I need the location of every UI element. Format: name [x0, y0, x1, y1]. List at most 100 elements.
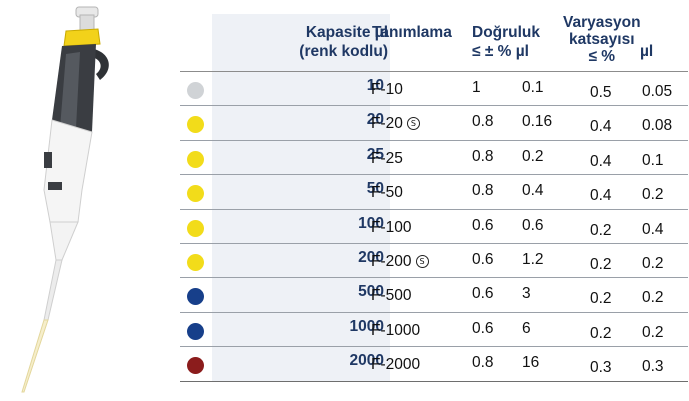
cv-ul-cell: 0.2 — [642, 323, 664, 341]
cv-percent-cell: 0.2 — [590, 290, 612, 308]
cv-ul-cell: 0.08 — [642, 117, 673, 135]
color-code-dot — [187, 82, 204, 99]
table-row: 1000 F-1000 0.6 6 0.2 0.2 — [180, 312, 688, 348]
cv-ul-cell: 0.4 — [642, 220, 664, 238]
header-capacity-line2: (renk kodlu) — [299, 43, 388, 60]
table-row: 50 F-50 0.8 0.4 0.4 0.2 — [180, 175, 688, 210]
accuracy-ul-cell: 0.4 — [522, 182, 544, 200]
cv-ul-cell: 0.3 — [642, 358, 664, 376]
cv-ul-cell: 0.1 — [642, 151, 664, 169]
accuracy-percent-cell: 0.8 — [472, 182, 494, 200]
designation-text: F-10 — [371, 81, 403, 98]
capacity-cell: 25 — [212, 140, 390, 175]
color-code-dot — [187, 322, 204, 340]
table-header: Kapasite µl (renk kodlu) Tanımlama Doğru… — [180, 14, 688, 72]
designation-text: F-20 — [371, 115, 403, 133]
capacity-cell: 2000 — [212, 347, 390, 381]
designation-text: F-50 — [371, 184, 403, 202]
accuracy-percent-cell: 0.6 — [472, 319, 494, 337]
designation-text: F-500 — [371, 287, 412, 305]
header-cv-line1: Varyasyon — [563, 14, 641, 31]
accuracy-percent-cell: 0.8 — [472, 147, 494, 165]
pipette-icon — [21, 6, 109, 393]
header-cv-line2: katsayısı — [569, 31, 635, 48]
table-row: 200 F-200 S 0.6 1.2 0.2 0.2 — [180, 243, 688, 279]
cv-percent-cell: 0.4 — [590, 152, 612, 170]
table-body: 10 F-10 1 0.1 0.5 0.05 20 F-20 S 0.8 0.16 0.4 0.08 25… — [180, 72, 688, 382]
color-code-dot — [187, 219, 204, 237]
accuracy-ul-cell: 6 — [522, 319, 531, 337]
capacity-cell: 500 — [212, 278, 390, 312]
designation-cell: F-25 — [371, 149, 403, 169]
table-row: 100 F-100 0.6 0.6 0.2 0.4 — [180, 209, 688, 244]
accuracy-ul-cell: 16 — [522, 354, 540, 372]
header-accuracy-line2: ≤ ± % µl — [472, 43, 529, 60]
designation-cell: F-200 S — [371, 252, 429, 272]
header-capacity: Kapasite µl (renk kodlu) — [212, 23, 388, 61]
cv-percent-cell: 0.2 — [590, 324, 612, 342]
designation-text: F-200 — [371, 252, 412, 270]
accuracy-ul-cell: 0.16 — [522, 113, 553, 131]
designation-text: F-1000 — [371, 321, 421, 339]
header-cv-line3: ≤ % — [588, 48, 616, 65]
designation-cell: F-20 S — [371, 114, 420, 134]
capacity-cell: 100 — [212, 209, 390, 243]
table-row: 10 F-10 1 0.1 0.5 0.05 — [180, 72, 688, 107]
accuracy-percent-cell: 0.8 — [472, 113, 494, 131]
designation-cell: F-1000 — [371, 321, 420, 341]
pipette-spec-table: Kapasite µl (renk kodlu) Tanımlama Doğru… — [180, 14, 688, 382]
cv-percent-cell: 0.5 — [590, 84, 612, 101]
header-designation: Tanımlama — [372, 24, 452, 41]
color-code-dot — [187, 185, 204, 203]
capacity-cell: 50 — [212, 175, 390, 209]
designation-text: F-2000 — [371, 356, 421, 374]
color-code-dot — [187, 253, 204, 271]
designation-text: F-100 — [371, 218, 412, 236]
table-row: 25 F-25 0.8 0.2 0.4 0.1 — [180, 140, 688, 176]
capacity-cell: 10 — [212, 72, 390, 106]
accuracy-ul-cell: 1.2 — [522, 250, 544, 268]
cv-ul-cell: 0.05 — [642, 83, 673, 100]
designation-cell: F-10 — [371, 80, 403, 100]
header-cv: Varyasyon katsayısı ≤ % — [563, 14, 641, 65]
designation-cell: F-2000 — [371, 355, 420, 375]
accuracy-ul-cell: 3 — [522, 285, 531, 303]
color-code-dot — [187, 116, 204, 134]
color-code-dot — [187, 288, 204, 306]
capacity-cell: 1000 — [212, 312, 390, 347]
cv-percent-cell: 0.4 — [590, 118, 612, 136]
cv-percent-cell: 0.2 — [590, 221, 612, 239]
capacity-cell: 200 — [212, 243, 390, 278]
capacity-cell: 20 — [212, 106, 390, 140]
color-code-dot — [187, 150, 204, 168]
cv-ul-cell: 0.2 — [642, 186, 664, 204]
cv-ul-cell: 0.2 — [642, 289, 664, 307]
accuracy-percent-cell: 0.8 — [472, 354, 494, 372]
capacity-column-background — [212, 14, 390, 71]
accuracy-ul-cell: 0.6 — [522, 216, 544, 234]
table-row: 500 F-500 0.6 3 0.2 0.2 — [180, 278, 688, 313]
accuracy-percent-cell: 0.6 — [472, 216, 494, 234]
designation-text: F-25 — [371, 149, 403, 167]
header-capacity-line1: Kapasite µl — [305, 24, 388, 41]
header-accuracy: Doğruluk ≤ ± % µl — [472, 23, 540, 61]
table-row: 2000 F-2000 0.8 16 0.3 0.3 — [180, 347, 688, 382]
accuracy-ul-cell: 0.2 — [522, 147, 544, 165]
cv-percent-cell: 0.2 — [590, 255, 612, 273]
accuracy-percent-cell: 0.6 — [472, 285, 494, 303]
designation-cell: F-100 — [371, 218, 412, 238]
header-accuracy-line1: Doğruluk — [472, 24, 541, 41]
cv-ul-cell: 0.2 — [642, 254, 664, 272]
certification-symbol-icon: S — [415, 254, 429, 268]
accuracy-percent-cell: 1 — [472, 79, 481, 96]
cv-percent-cell: 0.3 — [590, 359, 612, 377]
table-row: 20 F-20 S 0.8 0.16 0.4 0.08 — [180, 106, 688, 141]
accuracy-ul-cell: 0.1 — [522, 79, 544, 96]
certification-symbol-icon: S — [406, 117, 420, 131]
color-code-dot — [187, 357, 204, 375]
designation-cell: F-50 — [371, 183, 403, 203]
designation-cell: F-500 — [371, 286, 412, 306]
header-cv-unit: µl — [640, 43, 654, 60]
cv-percent-cell: 0.4 — [590, 187, 612, 205]
accuracy-percent-cell: 0.6 — [472, 250, 494, 268]
